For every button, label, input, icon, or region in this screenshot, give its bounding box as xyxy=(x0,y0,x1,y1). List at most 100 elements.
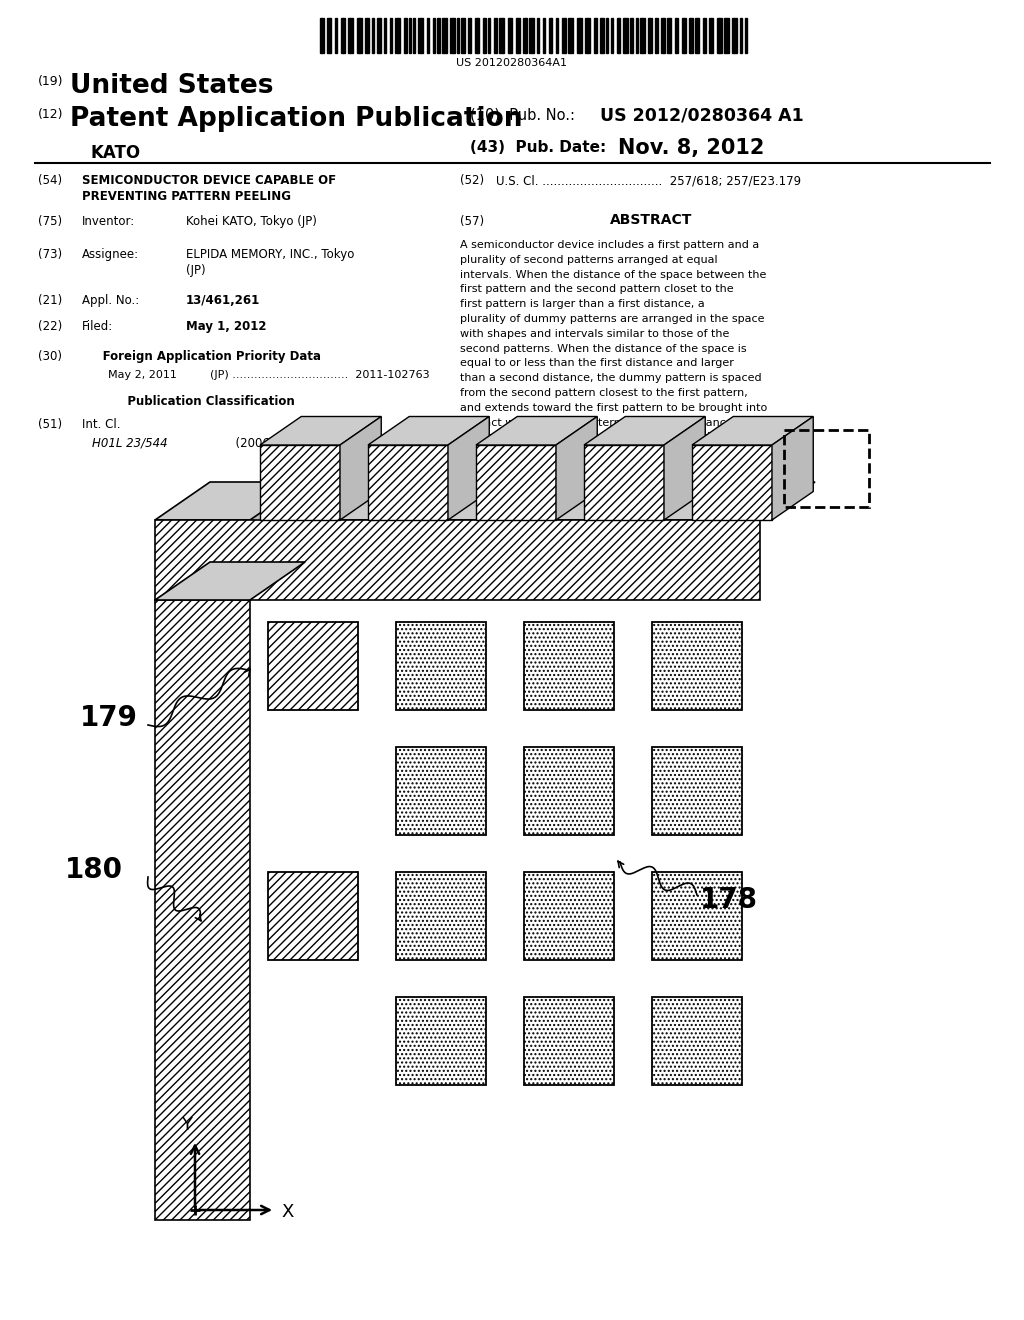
Text: (43)  Pub. Date:: (43) Pub. Date: xyxy=(470,140,606,154)
Bar xyxy=(562,18,566,53)
Polygon shape xyxy=(584,417,706,445)
Bar xyxy=(524,747,614,836)
Bar xyxy=(611,18,613,53)
Text: (51): (51) xyxy=(38,418,62,432)
Bar xyxy=(488,18,490,53)
Text: than a second distance, the dummy pattern is spaced: than a second distance, the dummy patter… xyxy=(460,374,762,383)
Bar xyxy=(494,18,497,53)
Bar xyxy=(341,18,345,53)
Text: United States: United States xyxy=(70,73,273,99)
Bar xyxy=(682,18,686,53)
Bar xyxy=(475,18,479,53)
Text: KATO: KATO xyxy=(90,144,140,162)
Polygon shape xyxy=(250,482,305,601)
Bar xyxy=(396,873,486,960)
Text: (57): (57) xyxy=(460,215,484,228)
Bar xyxy=(384,18,386,53)
Text: second patterns. When the distance of the space is: second patterns. When the distance of th… xyxy=(460,343,746,354)
Text: closest to the first pattern, and is connected to the: closest to the first pattern, and is con… xyxy=(460,462,744,473)
Bar xyxy=(740,18,742,53)
Bar xyxy=(606,18,608,53)
Bar xyxy=(335,18,337,53)
Bar xyxy=(372,18,374,53)
Text: (2006.01): (2006.01) xyxy=(198,437,293,450)
Text: intervals. When the distance of the space between the: intervals. When the distance of the spac… xyxy=(460,269,766,280)
Bar xyxy=(529,18,534,53)
Bar xyxy=(784,430,869,507)
Bar xyxy=(537,18,539,53)
Text: first pattern is larger than a first distance, a: first pattern is larger than a first dis… xyxy=(460,300,705,309)
Bar xyxy=(377,18,381,53)
Bar xyxy=(745,18,746,53)
Bar xyxy=(549,18,552,53)
Bar xyxy=(524,997,614,1085)
Polygon shape xyxy=(449,417,489,520)
Bar xyxy=(348,18,353,53)
Text: (12): (12) xyxy=(38,108,63,121)
Bar xyxy=(427,18,429,53)
Bar xyxy=(648,18,652,53)
Bar xyxy=(523,18,527,53)
Text: the dummy pattern is spaced from the second pattern: the dummy pattern is spaced from the sec… xyxy=(460,447,764,457)
Text: Filed:: Filed: xyxy=(82,319,114,333)
Bar xyxy=(675,18,678,53)
Text: (30): (30) xyxy=(38,350,62,363)
Text: (75): (75) xyxy=(38,215,62,228)
Text: (19): (19) xyxy=(38,75,63,88)
Bar xyxy=(732,18,737,53)
Text: 180: 180 xyxy=(65,855,123,884)
Polygon shape xyxy=(692,417,813,445)
Bar xyxy=(418,18,423,53)
Bar xyxy=(695,18,699,53)
Text: Nov. 8, 2012: Nov. 8, 2012 xyxy=(618,139,764,158)
Polygon shape xyxy=(664,417,706,520)
Text: Foreign Application Priority Data: Foreign Application Priority Data xyxy=(82,350,321,363)
Bar xyxy=(652,873,742,960)
Bar xyxy=(655,18,658,53)
Bar xyxy=(652,622,742,710)
Bar xyxy=(577,18,582,53)
Text: first pattern and the second pattern closet to the: first pattern and the second pattern clo… xyxy=(460,284,733,294)
Text: Y: Y xyxy=(181,1115,193,1134)
Text: Appl. No.:: Appl. No.: xyxy=(82,294,139,308)
Text: 13/461,261: 13/461,261 xyxy=(186,294,260,308)
Text: plurality of dummy patterns are arranged in the space: plurality of dummy patterns are arranged… xyxy=(460,314,765,323)
Polygon shape xyxy=(340,417,381,520)
Text: ABSTRACT: ABSTRACT xyxy=(610,213,692,227)
Bar xyxy=(155,520,760,601)
Bar xyxy=(476,445,556,520)
Bar xyxy=(662,18,665,53)
Bar xyxy=(692,445,772,520)
Text: H01L 23/544: H01L 23/544 xyxy=(92,437,168,450)
Bar xyxy=(260,445,340,520)
Text: (54): (54) xyxy=(38,174,62,187)
Bar xyxy=(640,18,645,53)
Bar xyxy=(543,18,545,53)
Bar xyxy=(396,622,486,710)
Bar xyxy=(689,18,693,53)
Text: Patent Application Publication: Patent Application Publication xyxy=(70,106,522,132)
Bar xyxy=(717,18,722,53)
Bar xyxy=(652,997,742,1085)
Text: SEMICONDUCTOR DEVICE CAPABLE OF: SEMICONDUCTOR DEVICE CAPABLE OF xyxy=(82,174,336,187)
Text: (73): (73) xyxy=(38,248,62,261)
Text: contact with the first pattern. When the distance of: contact with the first pattern. When the… xyxy=(460,417,746,428)
Polygon shape xyxy=(368,417,489,445)
Text: from the second pattern closest to the first pattern,: from the second pattern closest to the f… xyxy=(460,388,748,399)
Bar xyxy=(724,18,729,53)
Bar xyxy=(268,622,358,710)
Text: US 2012/0280364 A1: US 2012/0280364 A1 xyxy=(600,107,804,125)
Text: Assignee:: Assignee: xyxy=(82,248,139,261)
Bar xyxy=(413,18,415,53)
Polygon shape xyxy=(260,417,381,445)
Text: Publication Classification: Publication Classification xyxy=(82,395,295,408)
Bar xyxy=(395,18,400,53)
Text: with shapes and intervals similar to those of the: with shapes and intervals similar to tho… xyxy=(460,329,729,339)
Bar xyxy=(437,18,440,53)
Text: equal to or less than the first distance and larger: equal to or less than the first distance… xyxy=(460,359,734,368)
Bar xyxy=(623,18,628,53)
Bar xyxy=(524,873,614,960)
Bar xyxy=(357,18,362,53)
Text: (21): (21) xyxy=(38,294,62,308)
Polygon shape xyxy=(476,417,597,445)
